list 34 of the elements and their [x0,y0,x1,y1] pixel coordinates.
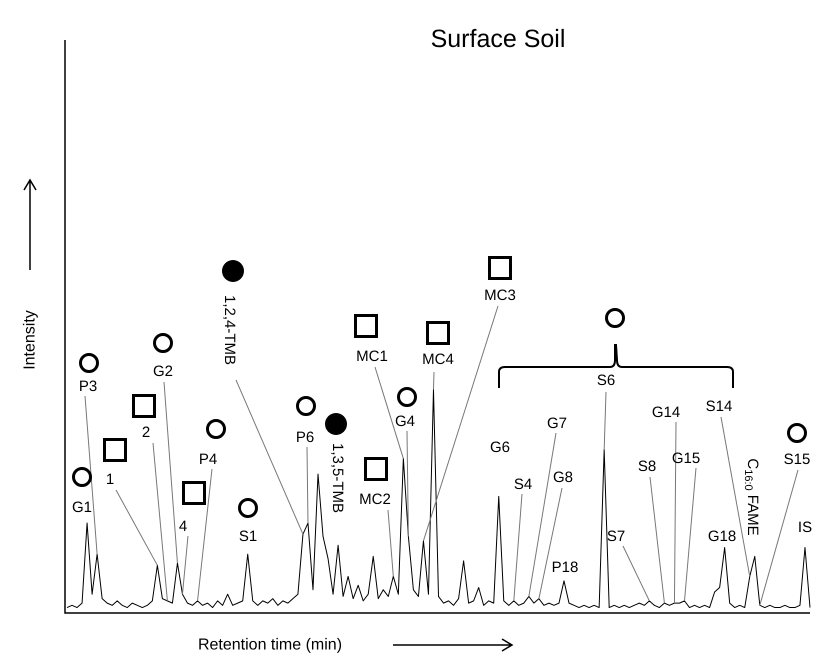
annotation: S8 [638,458,656,476]
annotation: S14 [706,398,732,416]
annotation: C16:0 FAME [742,458,761,536]
annotation: 1 [106,471,114,488]
annotation: MC2 [359,491,391,508]
annotation: G4 [394,413,416,430]
annotation: IS [798,519,812,536]
annotation: P18 [552,559,578,576]
annotation: G6 [490,439,510,456]
annotation: S1 [238,528,258,546]
annotation: G15 [672,450,700,468]
text: S6 [596,372,616,390]
annotation: 1,3,5-TMB [328,442,346,514]
chart-title: Surface Soil [430,24,566,53]
annotation: S4 [514,476,532,494]
text: MC3 [484,287,516,304]
annotation: 2 [142,424,150,442]
annotation: S7 [606,528,626,546]
annotation: P3 [78,378,98,396]
annotation: G18 [708,528,736,546]
annotation: P6 [296,429,314,446]
text: 1,2,4-TMB [220,294,238,366]
annotation: G8 [552,469,574,486]
text: G2 [152,363,174,380]
annotation: G7 [546,415,568,432]
annotation: 4 [178,518,188,536]
annotation: P4 [198,451,218,468]
y-axis-title: Intensity [21,310,38,370]
annotation: G1 [72,499,92,516]
annotation: G14 [652,404,680,422]
text: MC1 [356,348,388,366]
text: MC4 [422,351,454,368]
x-axis-title: Retention time (min) [198,636,342,654]
annotation: S15 [784,451,810,468]
